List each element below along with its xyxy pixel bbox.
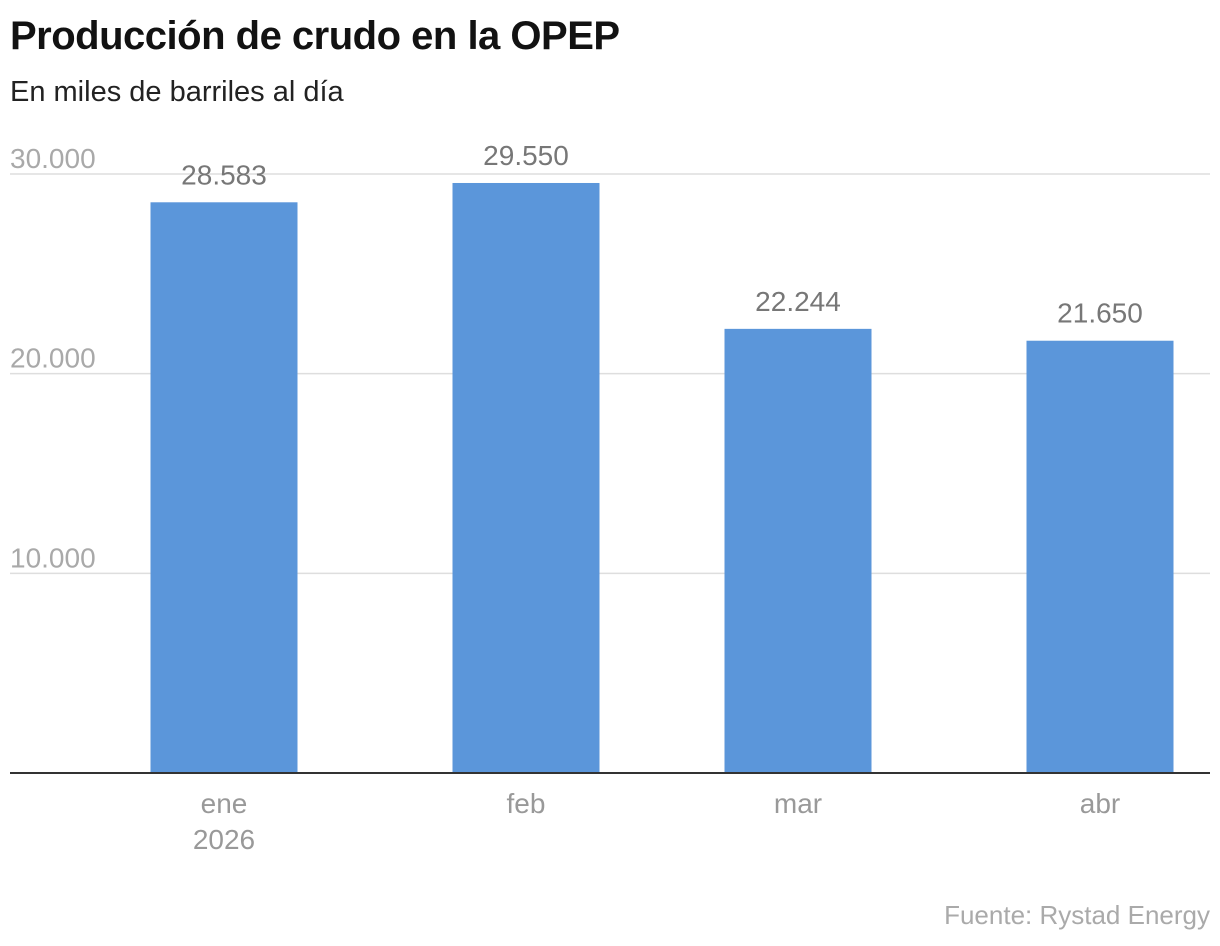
y-tick-label: 10.000 <box>10 542 96 573</box>
chart-title: Producción de crudo en la OPEP <box>10 14 620 58</box>
data-label: 22.244 <box>755 286 841 317</box>
source-note: Fuente: Rystad Energy <box>944 900 1210 930</box>
x-tick-sublabel: 2026 <box>193 824 255 855</box>
x-tick-label: feb <box>507 788 546 819</box>
data-label: 28.583 <box>181 159 267 190</box>
data-label: 21.650 <box>1057 298 1143 329</box>
y-tick-label: 30.000 <box>10 143 96 174</box>
bar-abr <box>1026 340 1174 773</box>
y-tick-label: 20.000 <box>10 343 96 374</box>
x-tick-label: ene <box>201 788 248 819</box>
bar-mar <box>724 328 872 773</box>
x-tick-label: mar <box>774 788 822 819</box>
bar-feb <box>452 182 600 774</box>
data-label: 29.550 <box>483 140 569 171</box>
labels: 10.000 20.000 30.000 28.583 ene 2026 29.550 feb… <box>10 140 1143 855</box>
bars <box>150 182 1174 774</box>
x-tick-label: abr <box>1080 788 1120 819</box>
bar-ene <box>150 202 298 773</box>
chart-subtitle: En miles de barriles al día <box>10 76 344 108</box>
